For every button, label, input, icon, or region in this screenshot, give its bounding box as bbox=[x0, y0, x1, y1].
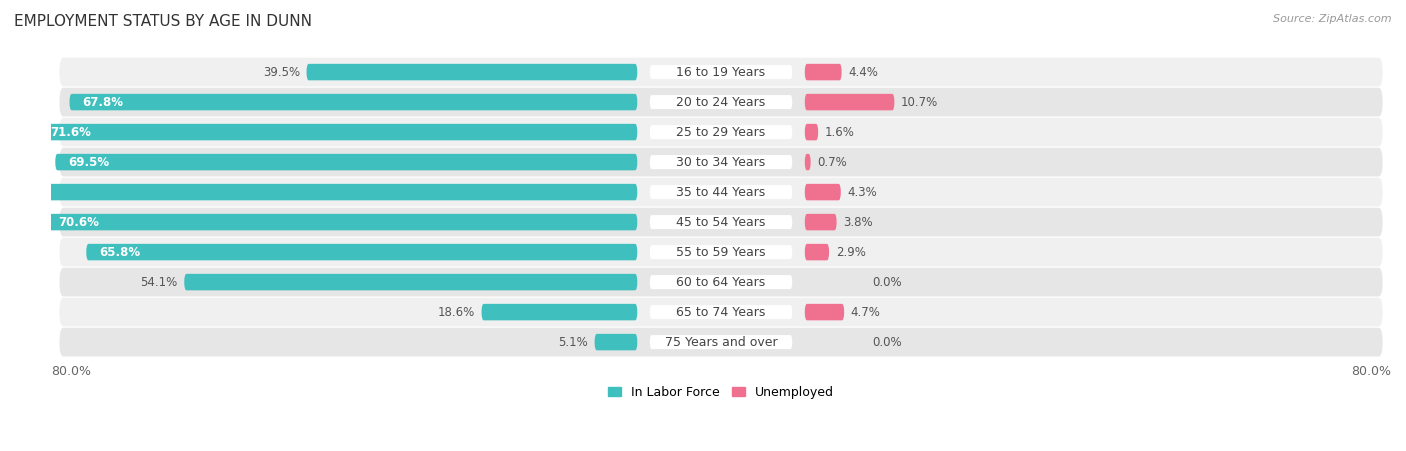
FancyBboxPatch shape bbox=[650, 215, 792, 229]
FancyBboxPatch shape bbox=[0, 184, 637, 200]
Text: 39.5%: 39.5% bbox=[263, 65, 299, 78]
Text: 30 to 34 Years: 30 to 34 Years bbox=[676, 156, 766, 169]
Text: 25 to 29 Years: 25 to 29 Years bbox=[676, 125, 766, 138]
Text: 18.6%: 18.6% bbox=[437, 306, 475, 318]
Text: 80.0%: 80.0% bbox=[51, 364, 91, 377]
Text: 4.4%: 4.4% bbox=[848, 65, 879, 78]
Text: 65 to 74 Years: 65 to 74 Years bbox=[676, 306, 766, 318]
Text: 80.0%: 80.0% bbox=[1351, 364, 1391, 377]
Text: 67.8%: 67.8% bbox=[82, 96, 124, 109]
Text: EMPLOYMENT STATUS BY AGE IN DUNN: EMPLOYMENT STATUS BY AGE IN DUNN bbox=[14, 14, 312, 28]
FancyBboxPatch shape bbox=[650, 155, 792, 169]
FancyBboxPatch shape bbox=[46, 214, 637, 230]
FancyBboxPatch shape bbox=[59, 118, 1382, 147]
FancyBboxPatch shape bbox=[69, 94, 637, 110]
Text: 54.1%: 54.1% bbox=[141, 276, 177, 289]
Text: 35 to 44 Years: 35 to 44 Years bbox=[676, 186, 766, 198]
Text: 55 to 59 Years: 55 to 59 Years bbox=[676, 246, 766, 258]
FancyBboxPatch shape bbox=[650, 95, 792, 109]
FancyBboxPatch shape bbox=[650, 125, 792, 139]
FancyBboxPatch shape bbox=[804, 184, 841, 200]
Text: 75 Years and over: 75 Years and over bbox=[665, 336, 778, 349]
FancyBboxPatch shape bbox=[59, 268, 1382, 296]
FancyBboxPatch shape bbox=[59, 87, 1382, 116]
Text: 5.1%: 5.1% bbox=[558, 336, 588, 349]
FancyBboxPatch shape bbox=[804, 64, 842, 80]
FancyBboxPatch shape bbox=[55, 154, 637, 170]
FancyBboxPatch shape bbox=[595, 334, 637, 350]
FancyBboxPatch shape bbox=[804, 94, 894, 110]
FancyBboxPatch shape bbox=[481, 304, 637, 320]
FancyBboxPatch shape bbox=[650, 245, 792, 259]
Text: 4.3%: 4.3% bbox=[848, 186, 877, 198]
FancyBboxPatch shape bbox=[59, 178, 1382, 207]
FancyBboxPatch shape bbox=[804, 124, 818, 140]
Text: 20 to 24 Years: 20 to 24 Years bbox=[676, 96, 766, 109]
FancyBboxPatch shape bbox=[804, 244, 830, 260]
FancyBboxPatch shape bbox=[650, 65, 792, 79]
Text: 4.7%: 4.7% bbox=[851, 306, 880, 318]
FancyBboxPatch shape bbox=[38, 124, 637, 140]
Text: 0.0%: 0.0% bbox=[872, 276, 901, 289]
FancyBboxPatch shape bbox=[59, 58, 1382, 87]
Text: 1.6%: 1.6% bbox=[825, 125, 855, 138]
FancyBboxPatch shape bbox=[86, 244, 637, 260]
Text: 3.8%: 3.8% bbox=[844, 216, 873, 229]
FancyBboxPatch shape bbox=[650, 275, 792, 289]
FancyBboxPatch shape bbox=[804, 214, 837, 230]
FancyBboxPatch shape bbox=[59, 238, 1382, 267]
FancyBboxPatch shape bbox=[184, 274, 637, 290]
Text: 0.0%: 0.0% bbox=[872, 336, 901, 349]
FancyBboxPatch shape bbox=[804, 154, 811, 170]
Text: 2.9%: 2.9% bbox=[835, 246, 866, 258]
Text: 76.8%: 76.8% bbox=[7, 186, 48, 198]
Legend: In Labor Force, Unemployed: In Labor Force, Unemployed bbox=[603, 381, 838, 404]
Text: 45 to 54 Years: 45 to 54 Years bbox=[676, 216, 766, 229]
Text: 10.7%: 10.7% bbox=[901, 96, 938, 109]
Text: 0.7%: 0.7% bbox=[817, 156, 846, 169]
FancyBboxPatch shape bbox=[59, 147, 1382, 176]
Text: 16 to 19 Years: 16 to 19 Years bbox=[676, 65, 766, 78]
Text: 71.6%: 71.6% bbox=[51, 125, 91, 138]
FancyBboxPatch shape bbox=[307, 64, 637, 80]
FancyBboxPatch shape bbox=[650, 335, 792, 349]
Text: 65.8%: 65.8% bbox=[98, 246, 141, 258]
FancyBboxPatch shape bbox=[59, 298, 1382, 327]
FancyBboxPatch shape bbox=[59, 328, 1382, 356]
Text: Source: ZipAtlas.com: Source: ZipAtlas.com bbox=[1274, 14, 1392, 23]
FancyBboxPatch shape bbox=[804, 304, 844, 320]
FancyBboxPatch shape bbox=[59, 208, 1382, 236]
FancyBboxPatch shape bbox=[650, 185, 792, 199]
FancyBboxPatch shape bbox=[650, 305, 792, 319]
Text: 70.6%: 70.6% bbox=[59, 216, 100, 229]
Text: 69.5%: 69.5% bbox=[67, 156, 110, 169]
Text: 60 to 64 Years: 60 to 64 Years bbox=[676, 276, 766, 289]
